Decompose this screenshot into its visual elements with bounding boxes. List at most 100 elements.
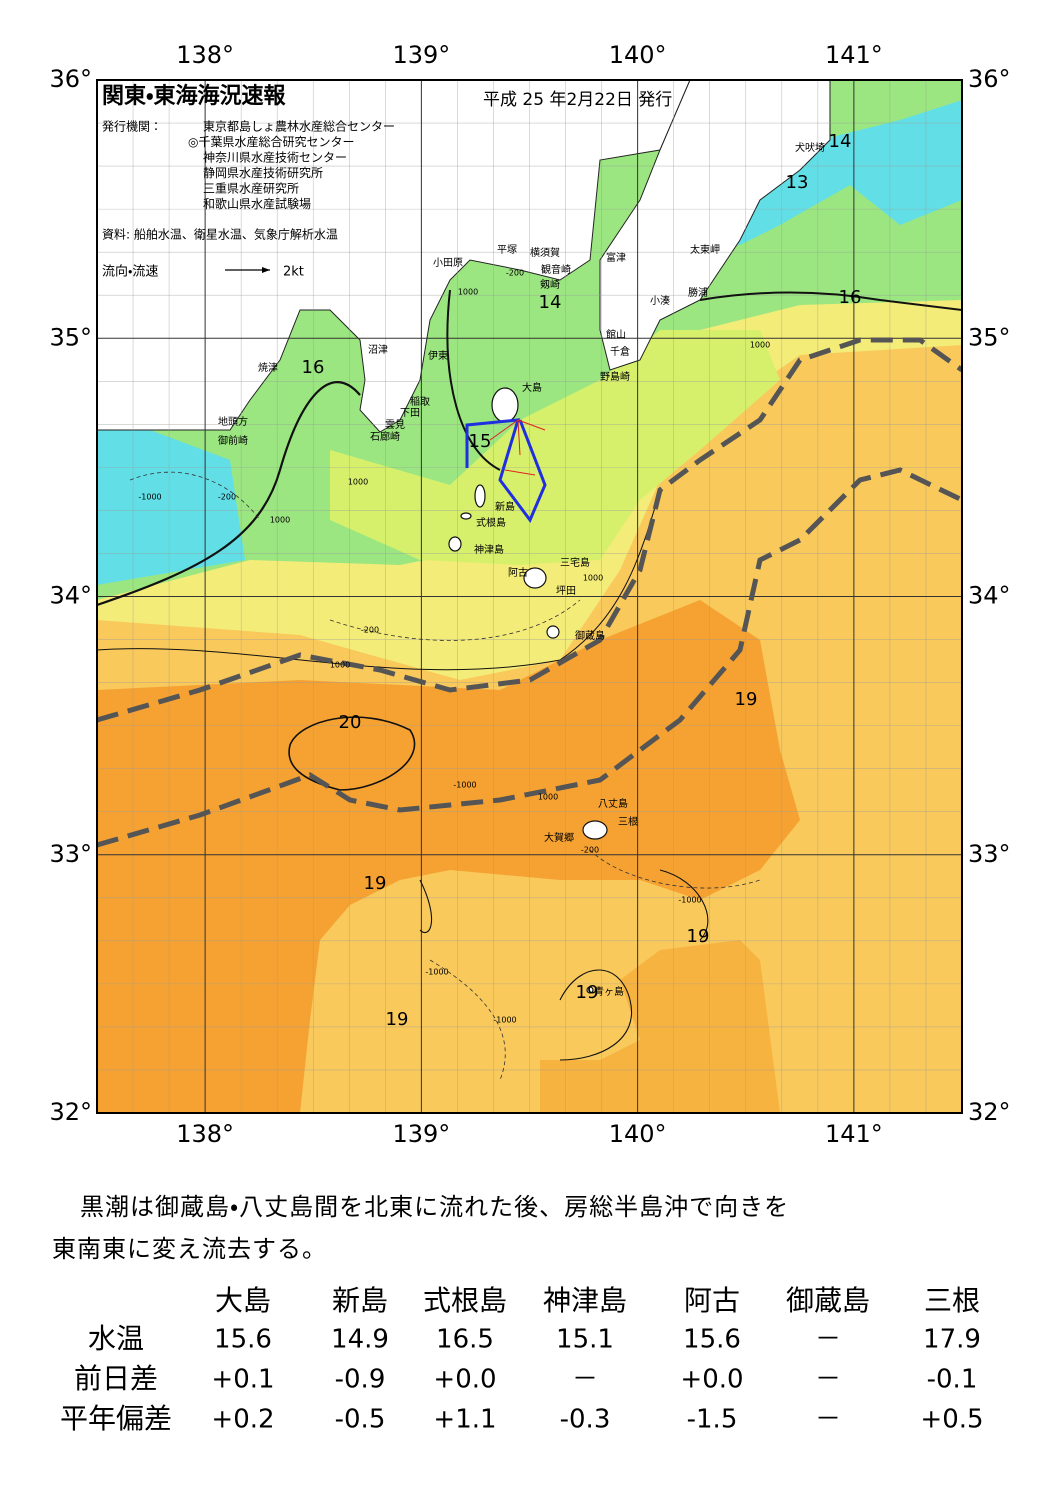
issuer: ◎千葉県水産総合研究センター [188, 134, 354, 149]
isobath-label: -1000 [425, 968, 448, 977]
place-name: 館山 [606, 328, 626, 341]
legend-label: 流向・流速 [102, 264, 158, 280]
isobath-label: -200 [581, 846, 599, 855]
isobath-label: -200 [218, 493, 236, 502]
place-name: 神津島 [474, 543, 504, 556]
table-header: 阿古 [684, 1284, 740, 1317]
isotherm-label: 14 [539, 292, 562, 313]
table-cell: 17.9 [923, 1325, 981, 1355]
lat-label: 34° [49, 582, 92, 610]
legend-arrowhead [262, 267, 270, 273]
place-name: 小田原 [433, 257, 463, 269]
isotherm [97, 381, 361, 607]
place-name: 大島 [522, 381, 542, 394]
sea-yellow-green [330, 330, 780, 565]
isotherm-label: 15 [469, 431, 492, 452]
row-label: 平年偏差 [60, 1402, 172, 1435]
isotherms [97, 289, 962, 1081]
land [599, 80, 831, 371]
place-name: 新島 [495, 500, 515, 513]
lon-label: 138° [176, 1120, 234, 1148]
table-cell: 15.6 [683, 1325, 741, 1355]
isobath-label: 1000 [348, 478, 368, 487]
lat-label: 33° [49, 840, 92, 868]
issuer-label: 発行機関： [102, 120, 162, 134]
table-cell: +0.0 [680, 1365, 743, 1395]
isotherm-label: 14 [829, 131, 852, 152]
kuroshio-edge [97, 337, 962, 723]
issuer: 神奈川県水産技術センター [203, 150, 347, 165]
place-name: 大賀郷 [544, 831, 574, 844]
place-name: 式根島 [476, 516, 506, 529]
place-name: 下田 [400, 408, 420, 419]
place-name: 阿古 [508, 566, 528, 579]
place-name: 焼津 [258, 362, 278, 374]
table-cell: +0.5 [920, 1405, 983, 1435]
place-name: 伊東 [428, 349, 448, 362]
isotherm-label: 20 [339, 712, 362, 733]
lat-label: 35° [49, 323, 92, 351]
lon-label: 139° [392, 41, 450, 69]
place-name: 三宅島 [560, 556, 590, 569]
lat-label: 32° [968, 1098, 1011, 1126]
place-name: 地頭方 [218, 415, 248, 428]
labels: 138° 138° 139° 139° 140° 140° 141° 141° 36° 36° 35… [49, 41, 1010, 1435]
place-name: 勝浦 [688, 286, 708, 299]
place-name: 平塚 [497, 244, 517, 256]
table-header: 新島 [332, 1284, 388, 1317]
islands [448, 387, 608, 994]
lat-label: 36° [49, 65, 92, 93]
place-name: 雲見 [385, 419, 405, 431]
isobath-label: -1000 [678, 896, 701, 905]
place-name: 富津 [606, 251, 626, 264]
place-name: 御蔵島 [575, 629, 605, 642]
place-name: 野島崎 [600, 370, 630, 383]
issuer: 三重県水産研究所 [203, 182, 299, 196]
place-name: 御前崎 [218, 434, 248, 447]
isotherm-label: 19 [687, 926, 710, 947]
table-cell: 16.5 [436, 1325, 494, 1355]
sea-cold-cyan [97, 430, 245, 585]
table-cell: － [815, 1365, 841, 1395]
isobath-label: -1000 [493, 1016, 516, 1025]
lat-label: 32° [49, 1098, 92, 1126]
isobath-label: 1000 [750, 341, 770, 350]
isobath-label: -200 [506, 269, 524, 278]
table-header: 三根 [924, 1284, 980, 1317]
lon-label: 140° [609, 1120, 667, 1148]
kuroshio-edge [97, 467, 962, 848]
isotherm-label: 19 [386, 1009, 409, 1030]
place-name: 稲取 [410, 396, 430, 408]
place-name: 三根 [618, 815, 638, 828]
isobath-label: -1000 [138, 493, 161, 502]
table-header: 御蔵島 [786, 1284, 870, 1317]
place-name: 観音崎 [541, 263, 571, 276]
data-source: 資料: 船舶水温、衛星水温、気象庁解析水温 [102, 227, 338, 242]
isotherm [288, 716, 416, 791]
lat-label: 33° [968, 840, 1011, 868]
table-cell: -0.5 [335, 1405, 386, 1435]
table-cell: 14.9 [331, 1325, 389, 1355]
isobath-label: 1000 [458, 288, 478, 297]
issuer: 静岡県水産技術研究所 [203, 165, 323, 180]
graticule [97, 80, 962, 1113]
table-cell: -0.9 [335, 1365, 386, 1395]
sea-warm-orange [97, 600, 800, 1113]
table-cell: － [815, 1405, 841, 1435]
row-label: 前日差 [74, 1362, 158, 1395]
summary-line: 黒潮は御蔵島・八丈島間を北東に流れた後、房総半島沖で向きを [80, 1193, 789, 1221]
place-name: 太東岬 [690, 243, 720, 256]
lon-label: 141° [825, 1120, 883, 1148]
lon-label: 140° [609, 41, 667, 69]
isobath-label: 1000 [538, 793, 558, 802]
table-header: 式根島 [423, 1284, 507, 1317]
island [460, 512, 472, 520]
place-name: 石廊崎 [370, 430, 400, 443]
place-name: 剱崎 [540, 278, 560, 291]
map [97, 80, 962, 1113]
lon-label: 141° [825, 41, 883, 69]
isobath-label: -1000 [453, 781, 476, 790]
table-cell: -0.3 [560, 1405, 611, 1435]
